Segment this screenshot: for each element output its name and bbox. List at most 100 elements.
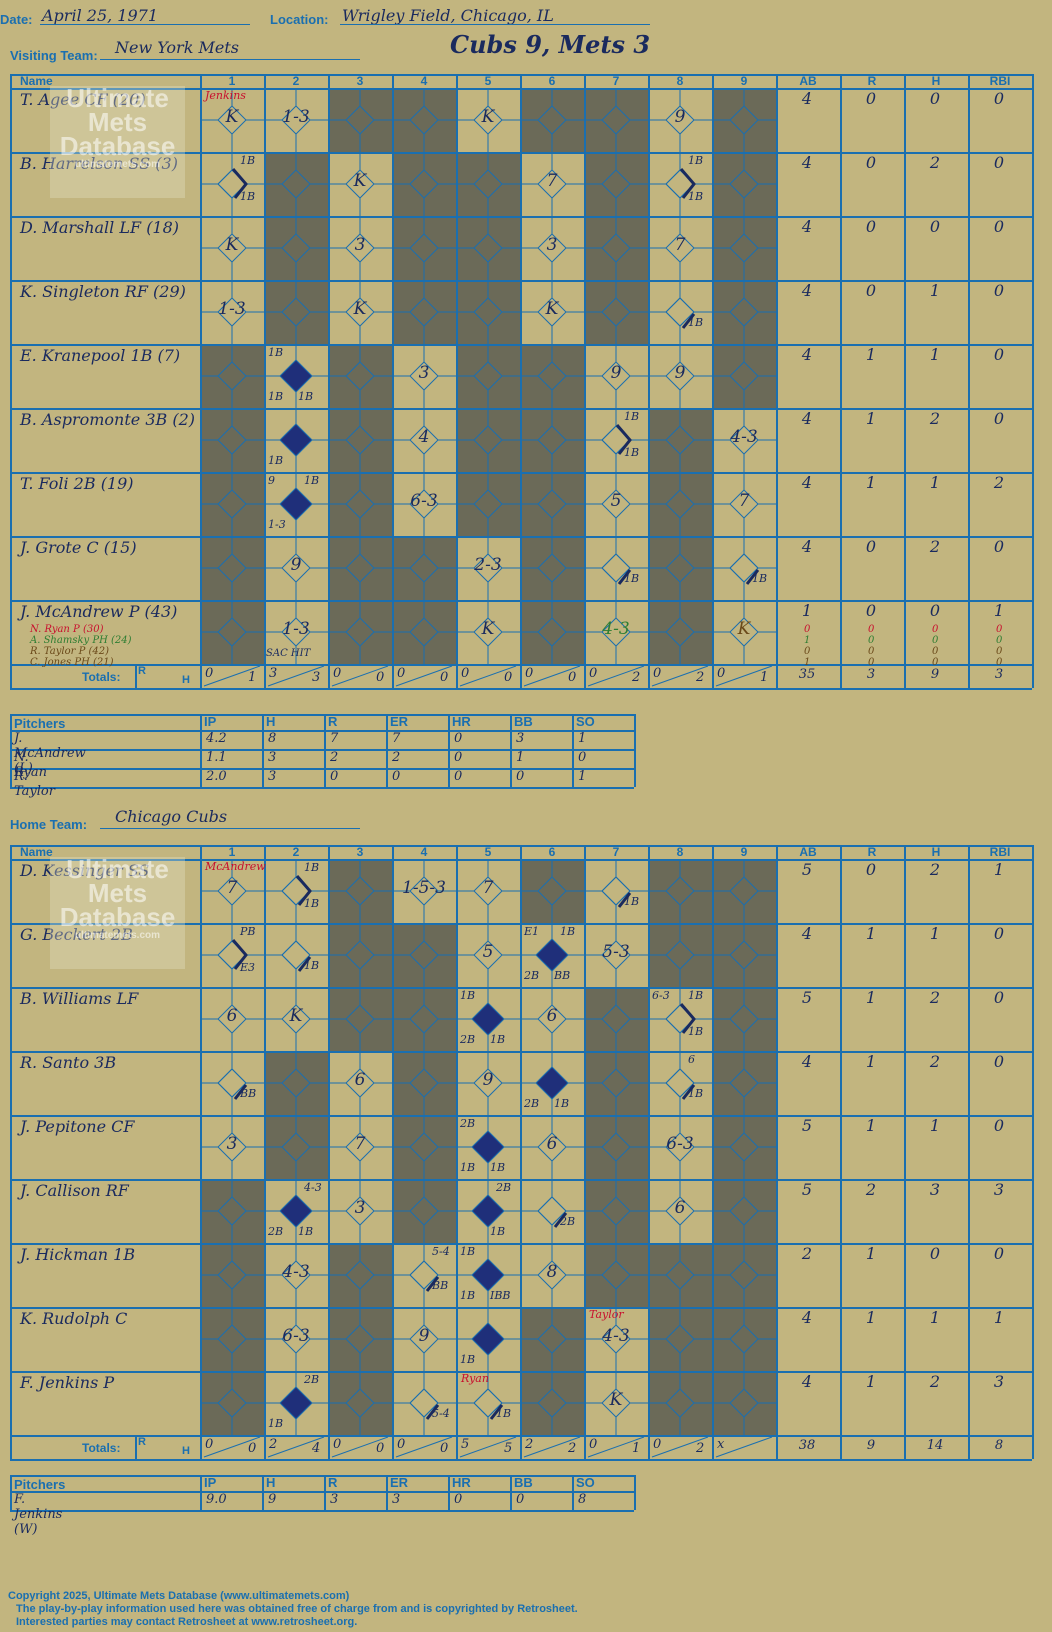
base-diamond bbox=[456, 472, 520, 536]
at-bat-cell bbox=[584, 1051, 648, 1115]
at-bat-result: 4-3 bbox=[264, 1243, 328, 1307]
at-bat-cell bbox=[456, 600, 520, 664]
at-bat-result: BB bbox=[200, 1051, 264, 1115]
base-diamond bbox=[648, 987, 712, 1051]
base-diamond bbox=[200, 216, 264, 280]
pitcher-stat: 8 bbox=[578, 1492, 587, 1507]
at-bat-cell bbox=[456, 1051, 520, 1115]
base-diamond bbox=[264, 344, 328, 408]
play-code: 7 bbox=[674, 235, 686, 255]
grid-line bbox=[456, 74, 458, 688]
base-diamond bbox=[456, 1179, 520, 1243]
inning-hits: 0 bbox=[376, 1441, 385, 1456]
player-name: K. Singleton RF (29) bbox=[20, 282, 186, 301]
at-bat-result: 1B 1B bbox=[584, 408, 648, 472]
at-bat-cell bbox=[584, 923, 648, 987]
pitcher-stat: 1.1 bbox=[206, 750, 227, 765]
play-code: K bbox=[481, 107, 495, 127]
base-diamond bbox=[584, 923, 648, 987]
base-note: 1B bbox=[268, 390, 284, 403]
home-team-label: Home Team: bbox=[10, 817, 88, 832]
base-diamond bbox=[520, 1051, 584, 1115]
stat-ab: 4 bbox=[801, 281, 813, 300]
totals-divider bbox=[267, 1436, 325, 1458]
base-diamond bbox=[648, 923, 712, 987]
play-code: K bbox=[609, 1390, 623, 1410]
at-bat-cell bbox=[392, 536, 456, 600]
base-diamond bbox=[264, 88, 328, 152]
at-bat-cell bbox=[456, 408, 520, 472]
at-bat-cell bbox=[520, 1307, 584, 1371]
base-diamond bbox=[648, 472, 712, 536]
at-bat-cell bbox=[328, 472, 392, 536]
at-bat-cell bbox=[328, 408, 392, 472]
stat-h: 0 bbox=[929, 1244, 941, 1263]
pitcher-stat: 0 bbox=[454, 750, 463, 765]
pitcher-stat: 0 bbox=[454, 731, 463, 746]
col-header-stat: RBI bbox=[989, 74, 1011, 88]
base-diamond bbox=[520, 859, 584, 923]
play-code: 4-3 bbox=[282, 1262, 310, 1282]
at-bat-cell bbox=[264, 216, 328, 280]
grid-line bbox=[10, 768, 634, 770]
pitcher-change-note: McAndrew bbox=[205, 860, 266, 873]
base-diamond bbox=[456, 344, 520, 408]
base-note: 1B bbox=[268, 454, 284, 467]
at-bat-cell bbox=[520, 344, 584, 408]
grid-line bbox=[262, 714, 264, 787]
pitcher-col-header: IP bbox=[204, 714, 217, 729]
base-diamond bbox=[456, 1243, 520, 1307]
base-diamond bbox=[328, 859, 392, 923]
pitcher-stat: 9 bbox=[268, 1492, 277, 1507]
stat-r: 0 bbox=[865, 217, 877, 236]
base-diamond bbox=[328, 408, 392, 472]
stat-ab: 4 bbox=[801, 1052, 813, 1071]
at-bat-cell bbox=[648, 88, 712, 152]
pitcher-change-note: Jenkins bbox=[205, 89, 246, 102]
at-bat-result: 1B bbox=[584, 536, 648, 600]
play-code: 4 bbox=[418, 427, 430, 447]
stat-r: 1 bbox=[865, 1372, 877, 1391]
stat-h: 1 bbox=[929, 1308, 941, 1327]
base-diamond bbox=[200, 472, 264, 536]
score-title: Cubs 9, Mets 3 bbox=[450, 30, 651, 59]
col-header-name: Name bbox=[20, 74, 53, 88]
base-diamond bbox=[712, 1243, 776, 1307]
at-bat-cell bbox=[392, 987, 456, 1051]
grid-line bbox=[324, 714, 326, 787]
base-diamond bbox=[264, 600, 328, 664]
hit-label: 1B bbox=[688, 316, 704, 329]
grid-line bbox=[10, 74, 12, 688]
base-diamond bbox=[456, 216, 520, 280]
at-bat-cell bbox=[328, 1051, 392, 1115]
base-diamond bbox=[584, 1179, 648, 1243]
at-bat-cell bbox=[712, 1051, 776, 1115]
base-diamond bbox=[392, 280, 456, 344]
base-diamond bbox=[648, 152, 712, 216]
base-diamond bbox=[520, 88, 584, 152]
at-bat-result: K bbox=[456, 600, 520, 664]
play-code: 5 bbox=[610, 491, 622, 511]
col-header-inning: 2 bbox=[292, 845, 300, 859]
base-diamond bbox=[648, 1051, 712, 1115]
player-name: B. Harrelson SS (3) bbox=[20, 154, 178, 173]
player-name: B. Aspromonte 3B (2) bbox=[20, 410, 195, 429]
base-diamond bbox=[200, 1179, 264, 1243]
inning-hits: 4 bbox=[312, 1441, 321, 1456]
at-bat-cell bbox=[328, 859, 392, 923]
hit-label: 1B bbox=[624, 895, 640, 908]
play-code: K bbox=[737, 619, 751, 639]
totals-divider bbox=[331, 665, 389, 687]
stat-rbi: 1 bbox=[993, 860, 1005, 879]
base-diamond bbox=[520, 1115, 584, 1179]
base-note: 1B bbox=[490, 1225, 506, 1238]
pitcher-stat: 1 bbox=[578, 769, 587, 784]
base-diamond bbox=[328, 1115, 392, 1179]
play-code: 7 bbox=[354, 1134, 366, 1154]
col-header-inning: 3 bbox=[356, 845, 364, 859]
pitcher-col-header: IP bbox=[204, 1475, 217, 1490]
footer-copyright: Copyright 2025, Ultimate Mets Database (… bbox=[8, 1590, 350, 1602]
base-diamond bbox=[200, 88, 264, 152]
at-bat-cell bbox=[712, 344, 776, 408]
base-diamond bbox=[648, 216, 712, 280]
